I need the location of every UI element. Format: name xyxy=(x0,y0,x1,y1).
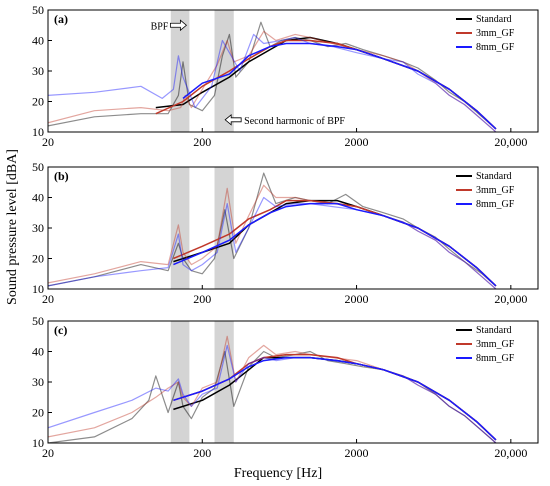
x-tick-label: 2000 xyxy=(345,135,369,149)
series-smooth-8mm_GF xyxy=(173,356,497,441)
x-tick-label: 20 xyxy=(42,135,54,149)
annotation-2: Second harmonic of BPF xyxy=(224,113,345,127)
legend: Standard 3mm_GF 8mm_GF xyxy=(456,171,515,210)
y-tick-label: 50 xyxy=(32,3,44,17)
y-tick-label: 30 xyxy=(32,221,44,235)
series-group xyxy=(48,172,497,289)
x-axis-title: Frequency [Hz] xyxy=(234,466,322,481)
x-tick-label: 20,000 xyxy=(494,292,527,306)
y-tick-label: 40 xyxy=(32,191,44,205)
series-raw-3mm_GF xyxy=(48,30,497,132)
series-raw-8mm_GF xyxy=(48,33,497,132)
x-tick-label: 2000 xyxy=(345,446,369,460)
legend-label: 3mm_GF xyxy=(476,28,515,39)
y-tick-label: 10 xyxy=(32,282,44,296)
x-tick-label: 20 xyxy=(42,446,54,460)
annotation-1: BPF xyxy=(151,19,188,32)
x-tick-label: 200 xyxy=(193,446,211,460)
legend-label: 8mm_GF xyxy=(476,199,515,210)
legend: Standard 3mm_GF 8mm_GF xyxy=(456,325,515,364)
legend-label: Standard xyxy=(476,171,512,182)
y-tick-label: 30 xyxy=(32,64,44,78)
series-raw-3mm_GF xyxy=(48,335,497,443)
x-tick-label: 2000 xyxy=(345,292,369,306)
annotation-arrow xyxy=(224,113,242,126)
plot-frame xyxy=(47,320,539,444)
legend-label: 8mm_GF xyxy=(476,353,515,364)
panel-label: (b) xyxy=(54,169,69,183)
legend-label: 3mm_GF xyxy=(476,185,515,196)
x-tick-label: 20,000 xyxy=(494,446,527,460)
bpf-band-1 xyxy=(170,167,190,289)
legend-label: 8mm_GF xyxy=(476,42,515,53)
bpf-band-2 xyxy=(214,167,234,289)
plot-frame xyxy=(47,166,539,290)
legend-label: Standard xyxy=(476,325,512,336)
series-raw-8mm_GF xyxy=(48,196,497,289)
plot-frame xyxy=(47,9,539,133)
panel-label: (c) xyxy=(54,323,67,337)
series-raw-Standard xyxy=(48,350,497,443)
legend: Standard 3mm_GF 8mm_GF xyxy=(456,14,515,53)
bpf-band-1 xyxy=(170,10,190,132)
bpf-band-1 xyxy=(170,321,190,443)
annotation-label: Second harmonic of BPF xyxy=(244,116,345,127)
panel-label: (a) xyxy=(54,12,68,26)
series-raw-3mm_GF xyxy=(48,184,497,289)
legend-label: Standard xyxy=(476,14,512,25)
y-tick-label: 30 xyxy=(32,375,44,389)
legend-label: 3mm_GF xyxy=(476,339,515,350)
y-tick-label: 10 xyxy=(32,436,44,450)
x-tick-label: 20 xyxy=(42,292,54,306)
y-tick-label: 20 xyxy=(32,406,44,420)
y-axis-title: Sound pressure level [dBA] xyxy=(5,149,20,305)
series-group xyxy=(48,335,497,443)
y-tick-label: 10 xyxy=(32,125,44,139)
bpf-band-2 xyxy=(214,10,234,132)
y-tick-label: 50 xyxy=(32,314,44,328)
x-tick-label: 20,000 xyxy=(494,135,527,149)
y-tick-label: 40 xyxy=(32,34,44,48)
series-raw-8mm_GF xyxy=(48,344,497,443)
x-tick-label: 200 xyxy=(193,292,211,306)
annotation-label: BPF xyxy=(151,21,169,32)
annotation-arrow xyxy=(169,19,188,32)
x-tick-label: 200 xyxy=(193,135,211,149)
y-tick-label: 50 xyxy=(32,160,44,174)
y-tick-label: 40 xyxy=(32,345,44,359)
y-tick-label: 20 xyxy=(32,252,44,266)
series-group xyxy=(48,21,497,132)
series-raw-Standard xyxy=(48,172,497,287)
y-tick-label: 20 xyxy=(32,95,44,109)
series-smooth-8mm_GF xyxy=(182,42,497,130)
series-smooth-8mm_GF xyxy=(173,202,497,287)
